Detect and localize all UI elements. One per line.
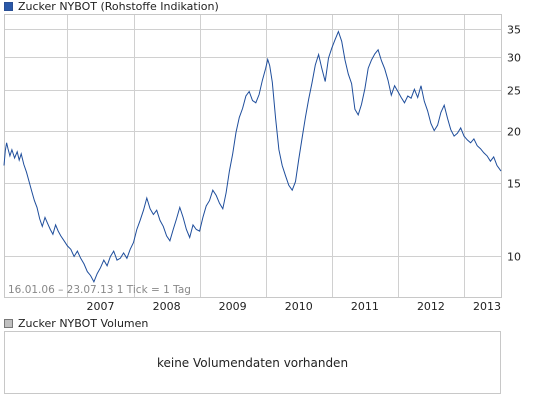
y-axis-ticks: 10 15 20 25 30 35 [507,24,521,264]
x-tick-label: 2011 [351,300,379,313]
x-tick-label: 2013 [473,300,501,313]
y-tick-label: 35 [507,24,521,37]
x-axis-ticks: 2007 2008 2009 2010 2011 2012 2013 [86,300,501,313]
grid-lines [4,14,501,297]
volume-legend: Zucker NYBOT Volumen [4,317,148,330]
chart-title: Zucker NYBOT (Rohstoffe Indikation) [18,0,219,13]
price-legend-swatch [4,2,13,11]
volume-title: Zucker NYBOT Volumen [18,317,149,330]
volume-legend-swatch [4,319,13,328]
price-chart: 10 15 20 25 30 35 2007 2008 2009 2010 2011 2012 201… [3,14,521,313]
volume-panel: keine Volumendaten vorhanden [4,331,501,394]
price-series-line [3,30,502,283]
y-tick-label: 10 [507,251,521,264]
x-tick-label: 2010 [285,300,313,313]
x-tick-label: 2009 [219,300,247,313]
y-tick-label: 30 [507,52,521,65]
x-tick-label: 2007 [86,300,114,313]
y-tick-label: 15 [507,178,521,191]
price-legend: Zucker NYBOT (Rohstoffe Indikation) [4,0,219,13]
volume-empty-message: keine Volumendaten vorhanden [156,355,349,370]
date-range-note: 16.01.06 – 23.07.13 1 Tick = 1 Tag [8,284,191,296]
y-tick-label: 25 [507,85,521,98]
x-tick-label: 2008 [153,300,181,313]
x-tick-label: 2012 [417,300,445,313]
y-tick-label: 20 [507,126,521,139]
